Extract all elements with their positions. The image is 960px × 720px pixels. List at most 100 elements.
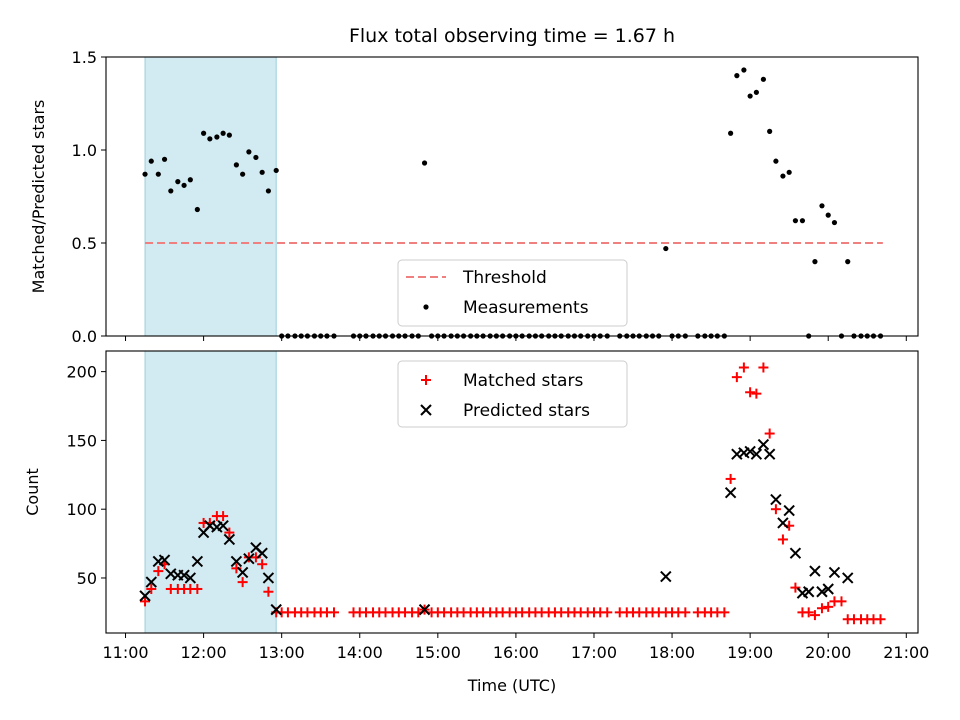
measurement-point [161,156,168,162]
x-mark-b [777,517,789,529]
measurement-point [187,177,193,183]
legend: Matched stars Predicted stars [397,360,628,428]
predicted-star-point [724,486,737,499]
measurement-point [812,259,818,265]
y-tick-label: 1.0 [72,141,97,160]
legend-threshold-label: Threshold [462,268,547,288]
legend-predicted-label: Predicted stars [463,401,590,421]
predicted-star-point [783,504,795,517]
y-axis-label: Count [23,468,42,516]
x-mark-b [731,448,743,460]
measurement-point [246,149,252,155]
measurement-point [845,259,851,265]
measurement-point [148,158,154,164]
legend-measurement-swatch [423,304,429,310]
y-tick-label: 100 [66,500,97,519]
x-mark-b [770,493,782,506]
x-tick-label: 18:00 [649,643,695,662]
x-mark-b [236,566,249,579]
matched-star-point [790,582,801,593]
matched-star-point [809,610,820,621]
matched-star-point [140,596,151,607]
measurement-point [747,93,753,99]
x-mark-b [178,569,190,581]
matched-star-point [731,372,742,383]
x-mark-b [750,448,763,460]
predicted-star-point [777,517,789,529]
matched-star-point [328,607,339,618]
x-mark-b [822,583,834,595]
x-tick-label: 12:00 [181,643,227,662]
x-mark-b [816,586,828,598]
axes-frame [105,350,919,634]
x-tick-label: 20:00 [805,643,851,662]
x-mark-b [828,566,841,579]
measurement-point [799,218,806,224]
matched-star-point [836,596,847,607]
predicted-star-point [270,603,282,616]
y-tick-label: 50 [77,569,97,588]
measurement-point [200,130,207,136]
matched-star-point [875,614,886,625]
x-mark-b [763,448,776,460]
y-tick-label: 0.5 [72,234,97,253]
matched-star-point [192,583,203,594]
predicted-star-point [802,586,815,598]
measurement-point [273,167,279,174]
matched-star-point [777,534,788,545]
predicted-star-point [236,566,249,579]
matched-star-point [751,388,762,399]
x-tick-label: 19:00 [727,643,773,662]
x-tick-label: 14:00 [337,643,383,662]
matched-star-point [738,362,749,373]
x-mark-b [660,570,672,583]
predicted-star-point [217,519,229,532]
measurement-point [734,73,740,79]
measurement-point [226,132,232,138]
measurement-point [741,67,747,73]
predicted-star-point [145,576,157,588]
shaded-interval [145,351,277,633]
legend-measurement-label: Measurements [463,298,589,318]
matched-star-point [602,607,613,618]
measurement-point [155,171,161,177]
x-mark-b [418,603,431,616]
matched-star-point [146,583,157,594]
measurement-point [175,179,181,185]
measurement-point [220,130,226,136]
predicted-star-point [789,547,802,559]
top-panel: 0.0 0.5 1.0 1.5 Matched/Predicted stars Thres… [29,48,919,346]
matched-star-point [725,473,736,484]
predicted-star-point [842,572,854,584]
matched-star-point [257,559,268,570]
x-mark-b [250,542,262,554]
x-mark-b [789,547,802,559]
x-axis-label: Time (UTC) [467,676,556,695]
measurement-point [831,219,838,226]
matched-star-point [719,607,730,618]
y-tick-label: 0.0 [72,327,97,346]
measurement-point [753,89,759,95]
x-mark-b [256,547,268,559]
x-tick-label: 17:00 [571,643,617,662]
legend: Threshold Measurements [397,259,628,327]
predicted-star-point [184,572,197,584]
predicted-star-point [256,547,268,559]
predicted-star-point [757,438,770,451]
x-tick-label: 16:00 [493,643,539,662]
matched-star-point [803,607,814,618]
x-mark-b [724,486,737,499]
x-mark-b [145,576,157,588]
predicted-star-point [262,572,275,584]
y-tick-label: 200 [66,363,97,382]
matched-star-point [770,504,781,515]
measurement-point [168,188,174,194]
measurement-point [194,206,200,213]
measurement-point [142,171,148,177]
predicted-star-point [744,445,756,458]
matched-star-point [764,428,775,439]
predicted-star-point [223,533,236,546]
x-mark-b [139,590,151,602]
measurement-point [773,158,779,164]
